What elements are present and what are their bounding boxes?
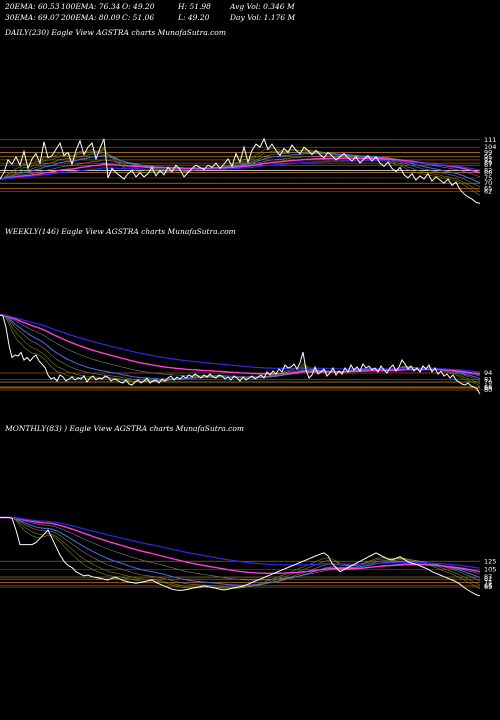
tick-label: 80 (484, 169, 492, 177)
moving-average-line (0, 517, 481, 588)
tick-label: 94 (484, 369, 492, 377)
tick-label: 70 (484, 179, 492, 187)
avgvol-stat: Avg Vol: 0.346 M (230, 2, 295, 11)
tick-label: 65 (484, 185, 492, 193)
tick-label: 62 (484, 188, 492, 196)
tick-label: 125 (484, 557, 496, 565)
price-line (0, 314, 481, 395)
tick-label: 60 (484, 386, 492, 394)
tick-label: 99 (484, 149, 492, 157)
ema20-stat: 20EMA: 60.53 (5, 2, 60, 11)
ema200-stat: 200EMA: 80.09 (61, 13, 121, 22)
tick-label: 82 (484, 575, 492, 583)
ema100-stat: 100EMA: 76.34 (61, 2, 121, 11)
tick-label: 87 (484, 161, 492, 169)
moving-average-line (0, 160, 481, 180)
tick-label: 74 (484, 579, 492, 587)
tick-label: 111 (484, 136, 496, 144)
moving-average-line (0, 517, 481, 589)
tick-label: 82 (484, 167, 492, 175)
moving-average-line (0, 516, 481, 569)
moving-average-line (0, 314, 481, 385)
tick-label: 63 (484, 583, 492, 591)
price-line (0, 517, 481, 597)
moving-average-line (0, 149, 481, 192)
moving-average-line (0, 314, 481, 376)
ema30-stat: 30EMA: 69.07 (5, 13, 60, 22)
moving-average-line (0, 517, 481, 589)
moving-average-line (0, 516, 481, 586)
tick-label: 81 (484, 376, 492, 384)
moving-average-line (0, 314, 481, 373)
weekly-panel-title: WEEKLY(146) Eagle View AGSTRA charts Mun… (5, 227, 236, 236)
daily-panel-title: DAILY(230) Eagle View AGSTRA charts Muna… (5, 28, 226, 37)
tick-label: 75 (484, 174, 492, 182)
dayvol-stat: Day Vol: 1.176 M (230, 13, 296, 22)
high-stat: H: 51.98 (178, 2, 211, 11)
open-stat: O: 49.20 (122, 2, 155, 11)
tick-label: 87 (484, 573, 492, 581)
moving-average-line (0, 314, 481, 382)
tick-label: 104 (484, 143, 496, 151)
tick-label: 66 (484, 383, 492, 391)
moving-average-line (0, 314, 481, 387)
tick-label: 64 (484, 384, 492, 392)
tick-label: 89 (484, 159, 492, 167)
moving-average-line (0, 517, 481, 581)
monthly-panel-title: MONTHLY(83) ) Eagle View AGSTRA charts M… (5, 424, 245, 433)
moving-average-line (0, 516, 481, 574)
price-line (0, 137, 481, 204)
tick-label: 95 (484, 153, 492, 161)
close-stat: C: 51.06 (122, 13, 155, 22)
tick-label: 105 (484, 566, 496, 574)
tick-label: 92 (484, 156, 492, 164)
moving-average-line (0, 157, 481, 180)
low-stat: L: 49.20 (178, 13, 210, 22)
tick-label: 76 (484, 378, 492, 386)
tick-label: 66 (484, 582, 492, 590)
